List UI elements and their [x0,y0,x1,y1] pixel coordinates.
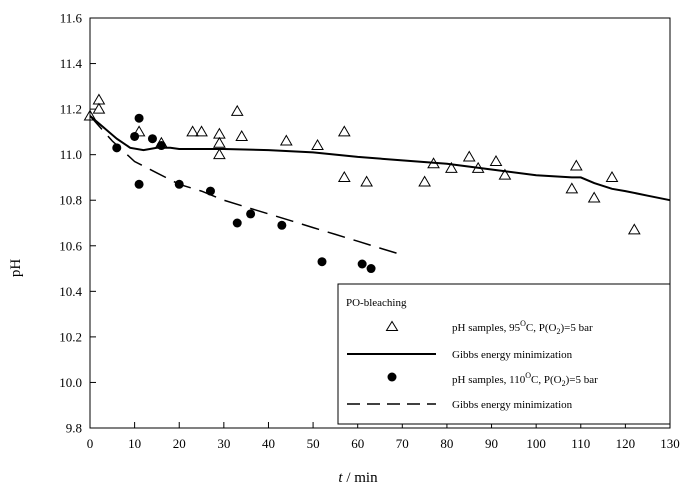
y-tick-label: 10.6 [59,238,82,253]
triangle-point [83,109,97,121]
triangle-point [445,161,458,173]
triangle-point [498,168,512,180]
triangle-point [235,129,249,141]
legend-title: PO-bleaching [346,297,407,309]
x-tick-label: 80 [440,436,453,451]
legend-circle-marker [387,372,397,382]
x-tick-label: 40 [262,436,275,451]
y-tick-label: 10.4 [59,284,82,299]
x-tick-label: 50 [307,436,320,451]
circle-point [134,113,144,123]
circle-point [366,264,376,274]
triangle-point [213,127,226,139]
gibbs-curve-95 [89,115,671,202]
series-0 [83,93,641,235]
x-tick-label: 100 [526,436,546,451]
legend-label-dashed: Gibbs energy minimization [452,399,573,411]
triangle-point [92,102,106,114]
x-axis-title: t / min [338,470,378,486]
legend-entry-triangle: pH samples, 95OC, P(O2)=5 bar [385,319,593,336]
triangle-point [337,125,351,137]
triangle-point [489,155,503,166]
series-1 [89,115,671,202]
series-layer [83,93,671,274]
x-tick-label: 90 [485,436,498,451]
triangle-point [195,125,208,137]
triangle-point [569,159,583,171]
x-tick-label: 10 [128,436,141,451]
x-tick-label: 60 [351,436,364,451]
circle-point [232,218,242,228]
x-tick-label: 70 [396,436,409,451]
triangle-point [311,139,324,151]
triangle-point [587,191,601,203]
triangle-point [605,170,619,182]
plot-area [89,17,671,429]
y-tick-label: 10.8 [59,193,82,208]
legend-entry-circle: pH samples, 110OC, P(O2)=5 bar [387,371,598,388]
legend-label-solid: Gibbs energy minimization [452,349,573,361]
y-tick-label: 11.4 [60,56,83,71]
triangle-point [360,175,373,187]
circle-point [246,209,256,219]
circle-point [156,141,166,151]
x-tick-label: 110 [571,436,590,451]
circle-point [147,134,157,144]
triangle-point [462,150,476,162]
y-tick-label: 11.2 [60,102,82,117]
triangle-point [565,182,579,194]
circle-point [317,257,327,267]
circle-point [112,143,122,153]
triangle-point [337,170,351,182]
x-tick-label: 20 [173,436,186,451]
circle-point [357,259,367,269]
legend-label-110: pH samples, 110OC, P(O2)=5 bar [452,371,598,388]
legend-label-95: pH samples, 95OC, P(O2)=5 bar [452,319,593,336]
triangle-point [92,93,106,105]
triangle-point [279,134,293,146]
x-tick-label: 0 [87,436,94,451]
x-tick-label: 120 [616,436,636,451]
ticks-layer: 0 10 20 30 40 50 60 70 80 90 100 110 120 130 9.8 10.0 10… [59,11,680,452]
y-tick-label: 10.2 [59,329,82,344]
triangle-point [213,148,226,160]
triangle-point [627,223,641,235]
y-tick-label: 9.8 [66,421,82,436]
plot-frame [89,17,671,429]
circle-point [134,179,144,189]
legend: PO-bleaching pH samples, 95OC, P(O2)=5 b… [337,283,671,425]
circle-point [277,220,287,230]
triangle-point [186,125,199,137]
y-tick-label: 11.6 [60,11,83,26]
y-axis-title: pH [8,259,24,278]
legend-entry-dashed: Gibbs energy minimization [347,399,573,411]
triangle-point [418,175,431,187]
legend-triangle-marker [385,320,399,331]
legend-entry-solid: Gibbs energy minimization [347,349,573,361]
triangle-point [230,104,244,116]
y-tick-label: 11.0 [60,147,82,162]
triangle-point [213,136,226,148]
x-tick-label: 130 [660,436,680,451]
series-2 [112,113,376,274]
x-tick-label: 30 [217,436,230,451]
circle-point [130,131,140,141]
y-tick-label: 10.0 [59,375,82,390]
